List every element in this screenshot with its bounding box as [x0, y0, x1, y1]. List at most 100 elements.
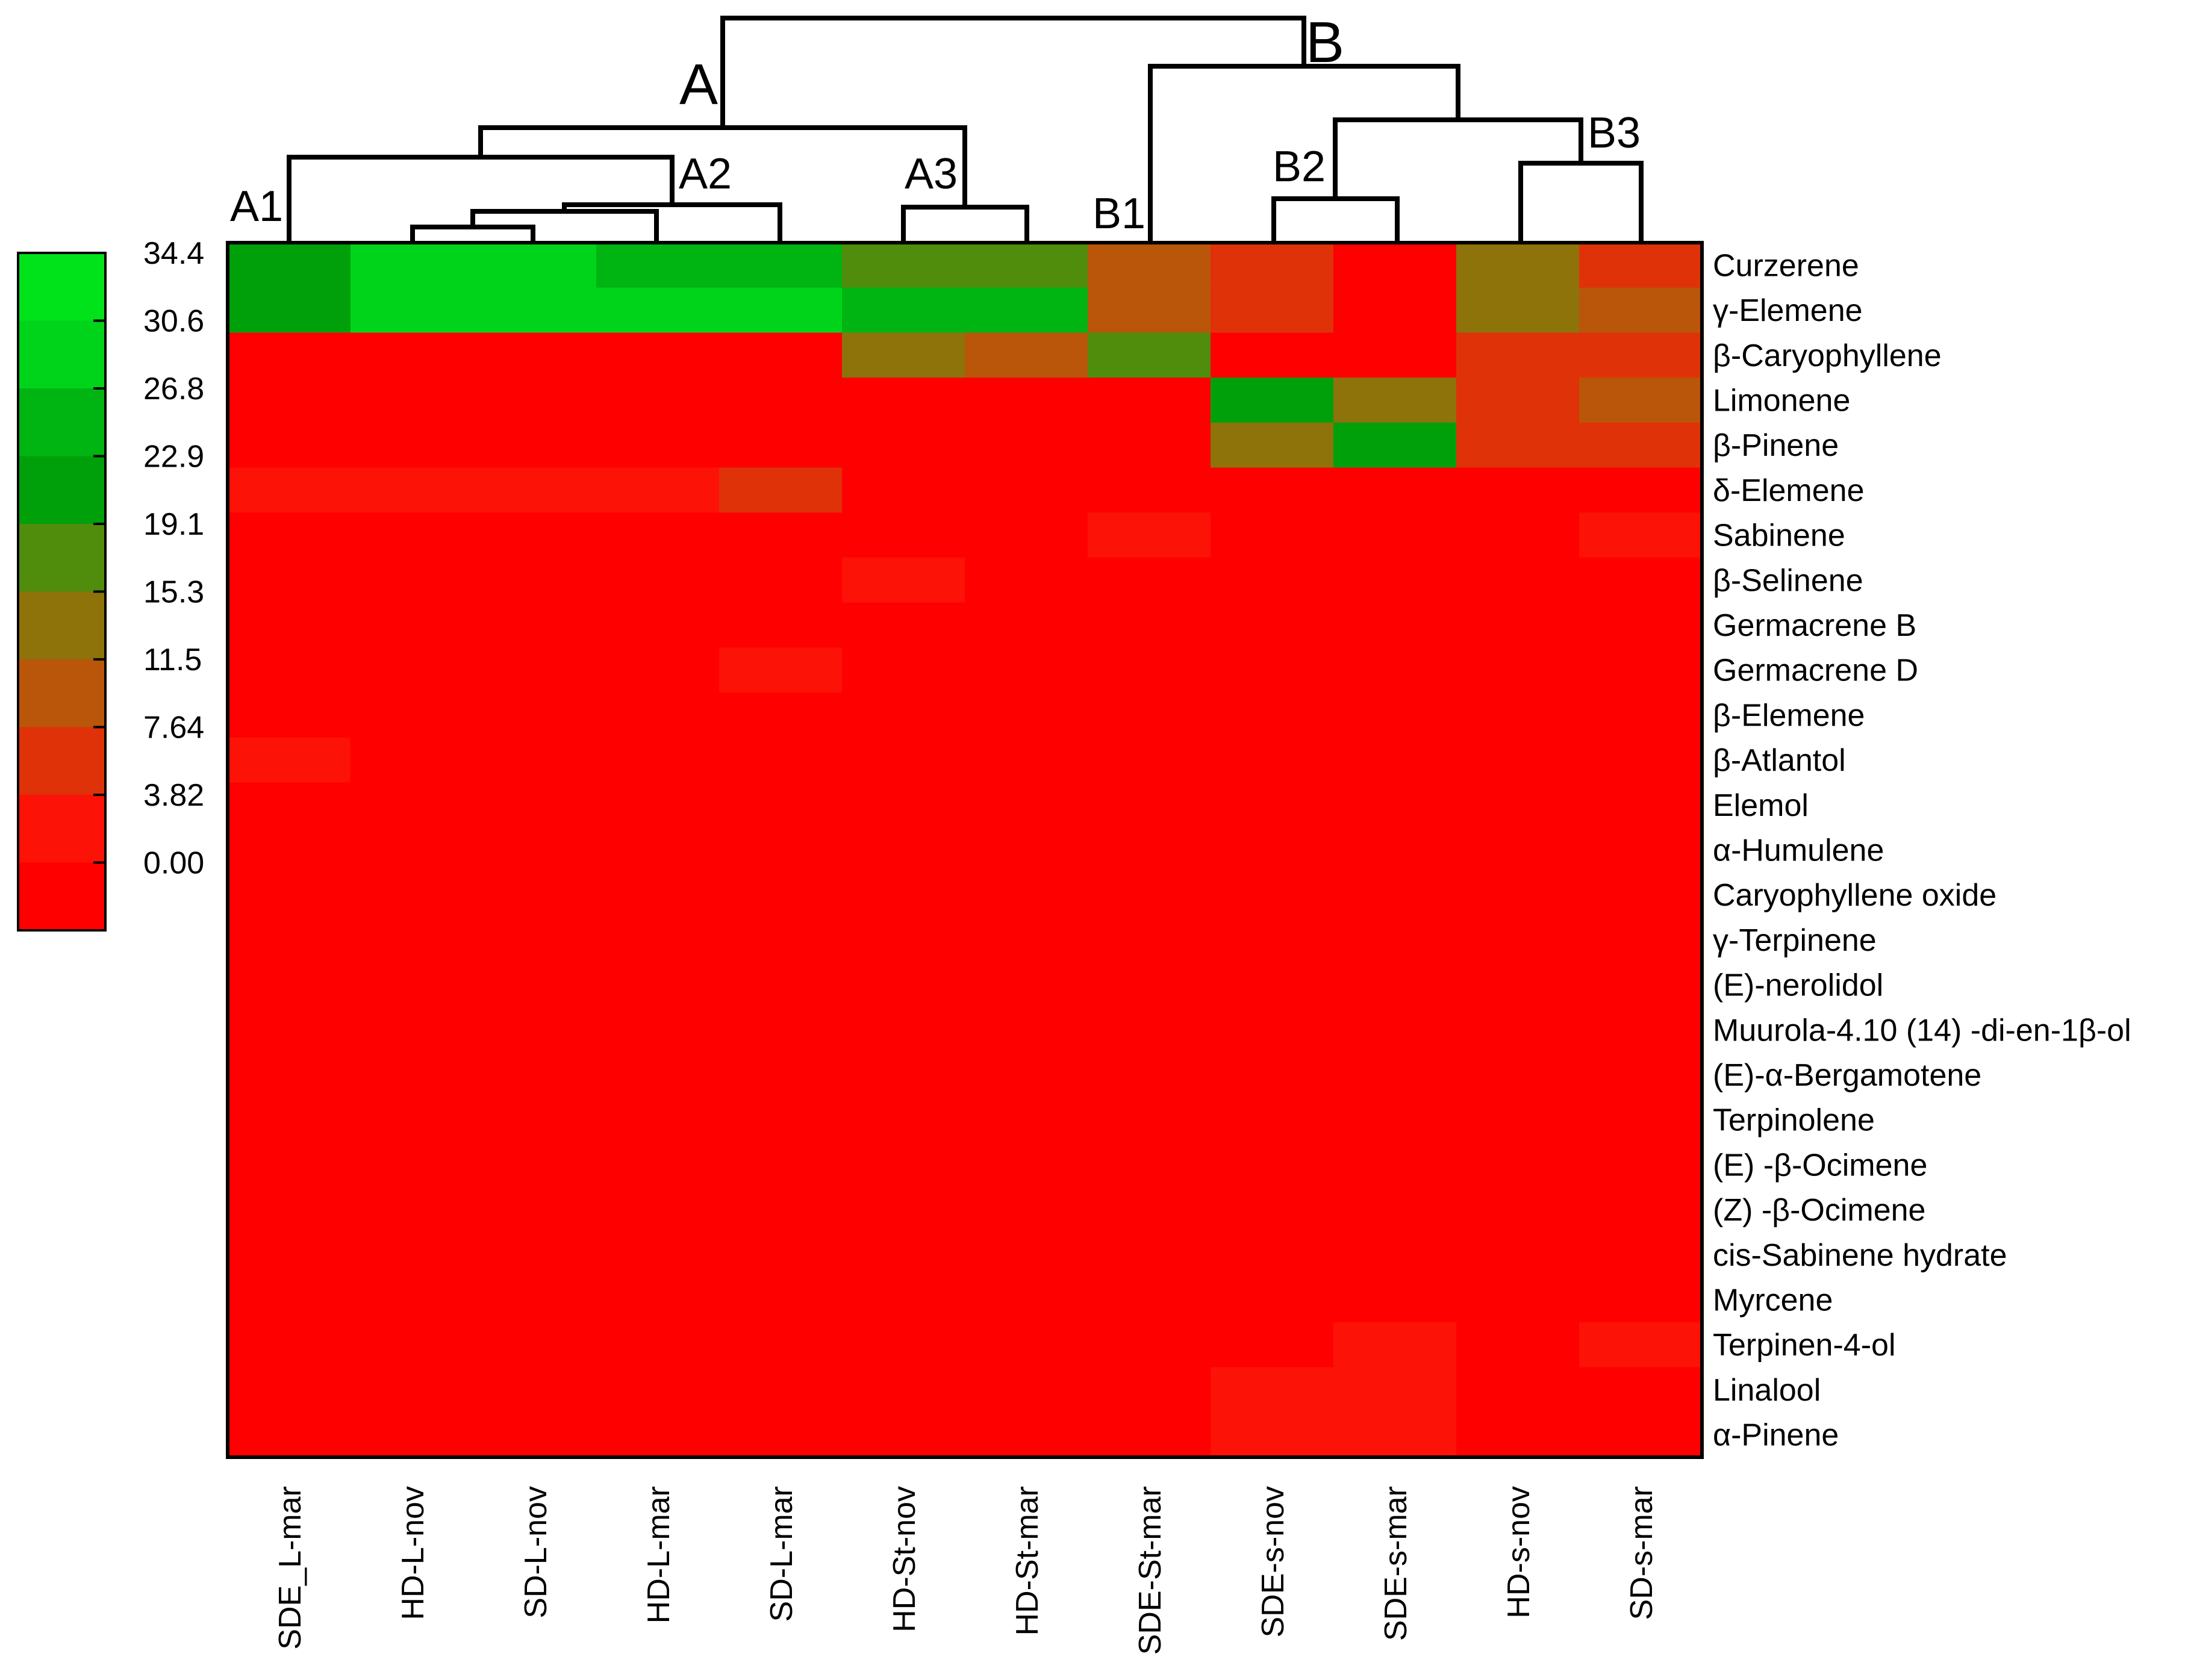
- heatmap-cell-e-nerolidol-sde-s-mar: [1333, 962, 1457, 1008]
- heatmap-cell-pinene-hd-l-mar: [596, 422, 720, 468]
- heatmap-cell-myrcene-sde-l-mar: [228, 1277, 351, 1323]
- row-label-limonene: Limonene: [1713, 384, 1850, 418]
- heatmap-cell-pinene-sd-l-nov: [473, 422, 597, 468]
- heatmap-cell-caryophyllene-oxide-sd-l-mar: [719, 872, 843, 918]
- row-label-terpinolene: Terpinolene: [1713, 1103, 1875, 1138]
- heatmap-cell-e-ocimene-sde-s-nov: [1211, 1142, 1334, 1188]
- heatmap-cell-linalool-sde-st-mar: [1088, 1367, 1211, 1413]
- heatmap-cell-elemene-sd-l-mar: [719, 467, 843, 513]
- heatmap-cell-e-bergamotene-hd-st-mar: [965, 1052, 1088, 1098]
- heatmap-cell-selinene-sd-l-mar: [719, 557, 843, 603]
- heatmap-cell-e-nerolidol-hd-l-nov: [351, 962, 474, 1008]
- row-label-germacrene-d: Germacrene D: [1713, 653, 1918, 688]
- heatmap-cell-atlantol-hd-l-mar: [596, 737, 720, 783]
- heatmap-cell-elemene-sde-l-mar: [228, 692, 351, 738]
- row-labels: Curzerene γ-Elemene β-Caryophyllene Limonen…: [1713, 248, 2131, 1452]
- column-label-sde-s-mar: SDE-s-mar: [1379, 1486, 1413, 1641]
- heatmap-cell-elemene-hd-l-mar: [596, 467, 720, 513]
- heatmap-cell-limonene-hd-st-nov: [842, 378, 965, 423]
- heatmap-cell-cis-sabinene-hydrate-hd-st-nov: [842, 1232, 965, 1278]
- heatmap-cell-sabinene-hd-l-nov: [351, 512, 474, 558]
- heatmap-cell-limonene-hd-s-nov: [1456, 378, 1580, 423]
- heatmap-cell-elemene-sd-s-mar: [1579, 467, 1703, 513]
- heatmap-cell-z-ocimene-sd-s-mar: [1579, 1187, 1703, 1233]
- heatmap-cell-terpinolene-sd-s-mar: [1579, 1097, 1703, 1143]
- heatmap-cell-curzerene-hd-l-mar: [596, 243, 720, 288]
- heatmap-cell-pinene-sde-s-nov: [1211, 422, 1334, 468]
- legend-swatch-5: [18, 524, 105, 593]
- heatmap-cell-e-ocimene-sde-s-mar: [1333, 1142, 1457, 1188]
- heatmap-cell-elemene-sde-s-mar: [1333, 692, 1457, 738]
- heatmap-cell-selinene-sde-s-mar: [1333, 557, 1457, 603]
- heatmap-cell-selinene-hd-s-nov: [1456, 557, 1580, 603]
- heatmap-cell-muurola-4-10-14-di-en-1-ol-sd-l-mar: [719, 1007, 843, 1053]
- heatmap-cell-elemene-hd-s-nov: [1456, 467, 1580, 513]
- legend-swatch-0: [18, 862, 105, 931]
- heatmap-cell-selinene-hd-st-mar: [965, 557, 1088, 603]
- column-label-hd-l-nov: HD-L-nov: [396, 1486, 431, 1620]
- heatmap-cell-humulene-hd-st-mar: [965, 827, 1088, 873]
- heatmap-cell-selinene-sde-s-nov: [1211, 557, 1334, 603]
- heatmap-cell-e-bergamotene-sde-l-mar: [228, 1052, 351, 1098]
- heatmap-cell-cis-sabinene-hydrate-sde-l-mar: [228, 1232, 351, 1278]
- heatmap-cell-e-nerolidol-hd-st-nov: [842, 962, 965, 1008]
- heatmap-cell-germacrene-b-sde-l-mar: [228, 602, 351, 648]
- heatmap-cell-selinene-hd-l-nov: [351, 557, 474, 603]
- heatmap-cell-e-nerolidol-sd-s-mar: [1579, 962, 1703, 1008]
- dendro-link-b3: [1518, 161, 1644, 243]
- heatmap-cell-elemol-sde-s-mar: [1333, 782, 1457, 828]
- heatmap-cell-elemene-hd-s-nov: [1456, 692, 1580, 738]
- heatmap-cell-caryophyllene-sde-s-mar: [1333, 332, 1457, 378]
- heatmap-cell-muurola-4-10-14-di-en-1-ol-sd-s-mar: [1579, 1007, 1703, 1053]
- heatmap-cell-pinene-hd-l-nov: [351, 422, 474, 468]
- heatmap-cell-e-ocimene-sd-l-mar: [719, 1142, 843, 1188]
- legend-swatches: [18, 253, 105, 931]
- heatmap-cell-terpinene-sd-l-mar: [719, 917, 843, 963]
- heatmap-cell-terpinolene-sde-st-mar: [1088, 1097, 1211, 1143]
- heatmap-cell-germacrene-d-hd-l-nov: [351, 647, 474, 693]
- heatmap-cell-caryophyllene-hd-s-nov: [1456, 332, 1580, 378]
- heatmap-cell-germacrene-b-hd-l-mar: [596, 602, 720, 648]
- heatmap-cell-sabinene-sd-l-mar: [719, 512, 843, 558]
- heatmap-cell-sabinene-sde-s-nov: [1211, 512, 1334, 558]
- heatmap-cell-atlantol-sde-s-mar: [1333, 737, 1457, 783]
- heatmap-cell-germacrene-b-sd-l-nov: [473, 602, 597, 648]
- heatmap-cell-cis-sabinene-hydrate-sde-s-nov: [1211, 1232, 1334, 1278]
- dendro-link-a3: [901, 205, 1029, 243]
- heatmap-cell-pinene-sde-l-mar: [228, 1412, 351, 1458]
- heatmap-cell-atlantol-sd-s-mar: [1579, 737, 1703, 783]
- heatmap-cell-myrcene-sd-s-mar: [1579, 1277, 1703, 1323]
- heatmap-cell-terpinolene-hd-st-mar: [965, 1097, 1088, 1143]
- heatmap-cell-terpinen-4-ol-sd-s-mar: [1579, 1322, 1703, 1368]
- heatmap-cell-sabinene-hd-st-nov: [842, 512, 965, 558]
- heatmap-cell-terpinolene-hd-s-nov: [1456, 1097, 1580, 1143]
- heatmap-cell-elemol-sd-l-mar: [719, 782, 843, 828]
- heatmap-cell-e-nerolidol-sd-l-mar: [719, 962, 843, 1008]
- heatmap-cell-myrcene-hd-l-nov: [351, 1277, 474, 1323]
- heatmap-cell-terpinene-hd-st-nov: [842, 917, 965, 963]
- heatmap-cell-limonene-sd-l-mar: [719, 378, 843, 423]
- row-label-e-bergamotene: (E)-α-Bergamotene: [1713, 1058, 1981, 1093]
- heatmap-cell-caryophyllene-hd-l-mar: [596, 332, 720, 378]
- heatmap-cell-e-ocimene-hd-st-mar: [965, 1142, 1088, 1188]
- heatmap-cell-e-nerolidol-sde-l-mar: [228, 962, 351, 1008]
- heatmap-cell-muurola-4-10-14-di-en-1-ol-sd-l-nov: [473, 1007, 597, 1053]
- heatmap-cell-muurola-4-10-14-di-en-1-ol-hd-st-mar: [965, 1007, 1088, 1053]
- legend-swatch-9: [18, 253, 105, 322]
- heatmap-cell-terpinolene-hd-l-nov: [351, 1097, 474, 1143]
- heatmap-cell-germacrene-d-hd-s-nov: [1456, 647, 1580, 693]
- heatmap-cell-elemol-hd-st-mar: [965, 782, 1088, 828]
- heatmap-cell-cis-sabinene-hydrate-sd-l-mar: [719, 1232, 843, 1278]
- heatmap-cell-atlantol-sde-st-mar: [1088, 737, 1211, 783]
- row-label-myrcene: Myrcene: [1713, 1283, 1833, 1318]
- heatmap-cell-myrcene-sde-s-nov: [1211, 1277, 1334, 1323]
- heatmap-cell-linalool-sd-l-mar: [719, 1367, 843, 1413]
- heatmap-cell-e-ocimene-sd-s-mar: [1579, 1142, 1703, 1188]
- heatmap-cell-caryophyllene-oxide-hd-s-nov: [1456, 872, 1580, 918]
- heatmap-cell-z-ocimene-hd-st-nov: [842, 1187, 965, 1233]
- heatmap-cell-muurola-4-10-14-di-en-1-ol-sde-s-mar: [1333, 1007, 1457, 1053]
- heatmap-cell-pinene-sde-l-mar: [228, 422, 351, 468]
- column-label-sde-l-mar: SDE_L-mar: [273, 1486, 308, 1650]
- heatmap-cell-limonene-hd-l-mar: [596, 378, 720, 423]
- heatmap-cell-caryophyllene-oxide-hd-l-nov: [351, 872, 474, 918]
